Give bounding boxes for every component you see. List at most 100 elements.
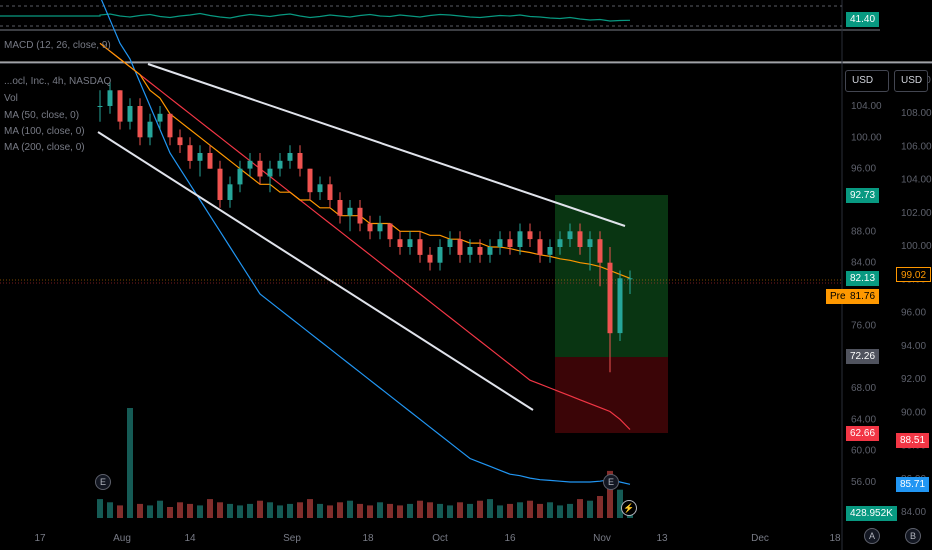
candle-body — [397, 239, 403, 247]
volume-bar — [137, 503, 143, 518]
volume-bar — [437, 503, 443, 518]
volume-bar — [357, 503, 363, 518]
candle-body — [527, 231, 533, 240]
volume-bar — [267, 502, 273, 518]
right-axis-tick: 96.00 — [901, 308, 926, 319]
right-ma200-tag: 85.71 — [896, 477, 930, 492]
left-axis-tick: 104.00 — [851, 101, 882, 112]
candle-body — [307, 168, 313, 193]
candle-body — [267, 168, 273, 177]
x-axis-label: Dec — [751, 533, 769, 544]
candle-body — [237, 168, 243, 185]
volume-bar — [547, 502, 553, 518]
right-axis-tick: 84.00 — [901, 507, 926, 518]
volume-bar — [147, 505, 153, 518]
volume-bar — [377, 502, 383, 518]
earnings-marker[interactable]: E — [95, 474, 111, 490]
candle-body — [407, 239, 413, 247]
candle-body — [207, 153, 213, 169]
left-axis-tick: 84.00 — [851, 258, 876, 269]
right-last-price-tag: 99.02 — [896, 267, 932, 282]
volume-bar — [297, 502, 303, 518]
candle-body — [417, 239, 423, 255]
symbol-legend[interactable]: ...ocl, Inc., 4h, NASDAQ — [4, 76, 112, 87]
log-scale-button[interactable]: B — [905, 528, 921, 544]
candle-body — [257, 160, 263, 177]
volume-bar — [537, 503, 543, 518]
volume-bar — [107, 502, 113, 518]
volume-bar — [287, 503, 293, 518]
x-axis-label: 17 — [34, 533, 46, 544]
ma200-legend[interactable]: MA (200, close, 0) — [4, 142, 85, 153]
candle-body — [187, 145, 193, 161]
premarket-label: Pre — [826, 289, 850, 304]
candle-body — [557, 239, 563, 247]
x-axis-label: Nov — [593, 533, 611, 544]
candle-body — [217, 168, 223, 200]
candle-body — [537, 239, 543, 255]
volume-bar — [337, 502, 343, 518]
x-axis-label: Oct — [432, 533, 448, 544]
volume-bar — [577, 499, 583, 518]
left-axis-tick: 68.00 — [851, 383, 876, 394]
volume-bar — [427, 502, 433, 518]
candle-body — [367, 223, 373, 232]
volume-bar — [237, 505, 243, 518]
candle-body — [457, 239, 463, 255]
earnings-marker-2[interactable]: E — [603, 474, 619, 490]
candle-body — [317, 184, 323, 193]
x-axis-label: 18 — [829, 533, 841, 544]
auto-scale-button[interactable]: A — [864, 528, 880, 544]
candle-body — [607, 262, 613, 334]
currency-button-left[interactable]: USD — [845, 70, 889, 92]
x-axis-label: Sep — [283, 533, 301, 544]
candle-body — [577, 231, 583, 247]
loss-zone — [555, 357, 668, 433]
volume-bar — [457, 502, 463, 518]
right-axis-tick: 104.00 — [901, 175, 932, 186]
ma200-line — [100, 0, 631, 485]
left-axis-tick: 56.00 — [851, 477, 876, 488]
candle-body — [377, 223, 383, 232]
candle-body — [427, 254, 433, 263]
candle-body — [247, 160, 253, 169]
ma50-legend[interactable]: MA (50, close, 0) — [4, 110, 80, 121]
ma100-legend[interactable]: MA (100, close, 0) — [4, 126, 85, 137]
volume-bar — [467, 503, 473, 518]
stop-price-tag: 62.66 — [846, 426, 880, 441]
volume-bar — [507, 503, 513, 518]
x-axis-label: 16 — [504, 533, 516, 544]
rsi-line — [0, 12, 631, 22]
volume-bar — [477, 500, 483, 518]
candle-body — [627, 278, 633, 280]
currency-button-right[interactable]: USD — [894, 70, 928, 92]
premarket-price-tag: 81.76 — [846, 289, 880, 304]
left-axis-tick: 76.00 — [851, 320, 876, 331]
candle-body — [617, 278, 623, 334]
candle-body — [177, 137, 183, 146]
last-price-tag: 82.13 — [846, 271, 880, 286]
target-price-tag: 92.73 — [846, 188, 880, 203]
candle-body — [197, 153, 203, 161]
volume-bar — [557, 505, 563, 518]
candle-body — [337, 200, 343, 216]
volume-bar — [387, 503, 393, 518]
rsi-value-tag: 41.40 — [846, 12, 880, 27]
candle-body — [147, 121, 153, 138]
volume-bar — [127, 408, 133, 518]
volume-bar — [157, 500, 163, 518]
volume-bar — [597, 496, 603, 518]
volume-bar — [497, 505, 503, 518]
volume-bar — [117, 505, 123, 518]
left-axis-tick: 100.00 — [851, 132, 882, 143]
volume-bar — [587, 500, 593, 518]
volume-bar — [257, 500, 263, 518]
volume-legend[interactable]: Vol — [4, 93, 18, 104]
split-marker[interactable]: ⚡ — [621, 500, 637, 516]
volume-bar — [327, 505, 333, 518]
candle-body — [157, 113, 163, 122]
ma100-line — [99, 42, 631, 430]
volume-bar — [207, 499, 213, 518]
